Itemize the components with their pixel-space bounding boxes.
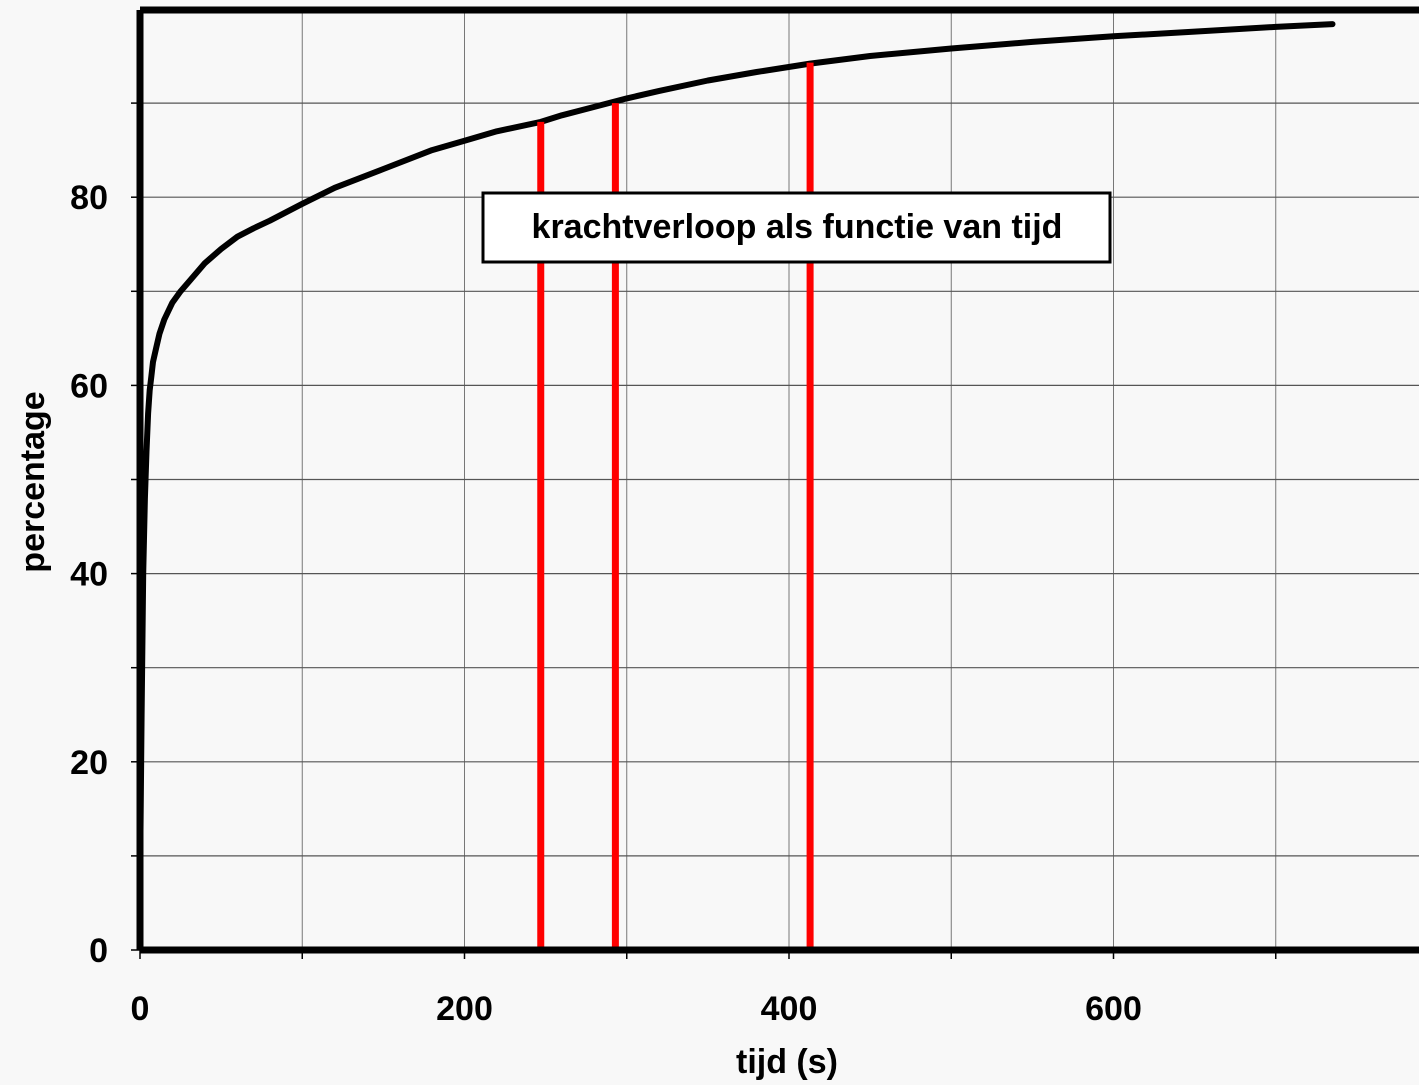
y-tick-label: 60 — [70, 367, 108, 405]
y-tick-label: 20 — [70, 744, 108, 782]
y-tick-label: 0 — [89, 932, 108, 970]
x-tick-label: 400 — [761, 990, 818, 1028]
plot-frame — [136, 6, 1419, 954]
x-tick-label: 200 — [436, 990, 493, 1028]
annotation-text: krachtverloop als functie van tijd — [532, 208, 1063, 246]
x-tick-labels: 0 200 400 600 — [131, 990, 1142, 1028]
x-tick-label: 600 — [1085, 990, 1142, 1028]
annotation-box: krachtverloop als functie van tijd — [481, 191, 1112, 264]
series-line — [137, 21, 1336, 888]
x-tick-label: 0 — [131, 990, 150, 1028]
x-axis-title: tijd (s) — [736, 1043, 838, 1081]
horizontal-gridlines — [140, 102, 1419, 857]
y-tick-labels: 0 20 40 60 80 — [70, 179, 108, 970]
y-tick-label: 40 — [70, 556, 108, 594]
y-axis-title: percentage — [14, 391, 52, 572]
y-tick-label: 80 — [70, 179, 108, 217]
